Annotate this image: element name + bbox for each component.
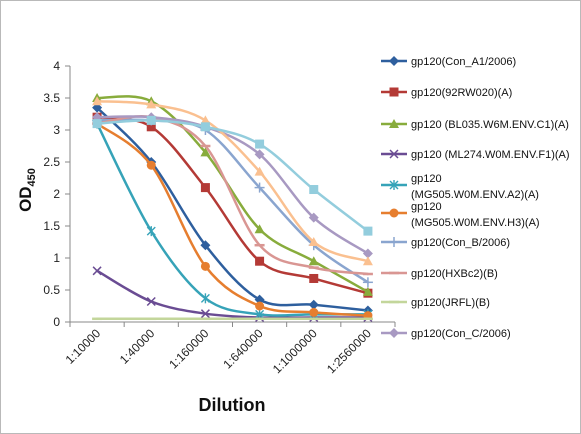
data-point xyxy=(309,273,319,283)
series-layer xyxy=(92,93,373,323)
data-point xyxy=(309,185,319,195)
y-tick-label: 0 xyxy=(53,315,60,329)
data-point xyxy=(254,224,265,234)
data-point xyxy=(146,122,156,132)
data-point xyxy=(255,301,265,311)
legend-label: gp120(Con_C/2006) xyxy=(411,328,511,340)
y-tick-label: 4 xyxy=(53,59,60,73)
data-point xyxy=(200,147,211,157)
x-tick-label: 1:2560000 xyxy=(324,326,374,376)
legend-item: gp120(92RW020)(A) xyxy=(381,87,512,99)
data-point xyxy=(362,286,373,296)
data-point xyxy=(146,226,156,237)
legend-swatch-marker xyxy=(389,149,399,159)
legend-item: gp120(Con_C/2006) xyxy=(381,328,511,340)
data-point xyxy=(200,309,210,319)
legend-swatch-marker xyxy=(389,87,399,97)
data-point xyxy=(255,139,265,149)
legend-swatch-marker xyxy=(389,56,399,66)
data-point xyxy=(146,115,156,125)
series-6 xyxy=(92,119,373,321)
series-11 xyxy=(92,96,373,266)
data-point xyxy=(200,183,210,193)
y-tick-label: 1.5 xyxy=(43,219,60,233)
data-point xyxy=(308,237,319,246)
data-point xyxy=(362,248,373,259)
data-point xyxy=(255,256,265,266)
legend-label: gp120(92RW020)(A) xyxy=(411,87,512,99)
data-point xyxy=(146,296,156,307)
legend-label: gp120(Con_A1/2006) xyxy=(411,56,516,68)
x-tick-label: 1:1000000 xyxy=(270,326,320,376)
legend-item: gp120(JRFL)(B) xyxy=(381,297,490,309)
legend-item: gp120 (MG505.W0M.ENV.A2)(A) xyxy=(381,173,539,201)
series-line xyxy=(95,99,370,263)
series-12 xyxy=(92,115,373,236)
y-tick-label: 2.5 xyxy=(43,155,60,169)
y-tick-label: 1 xyxy=(53,251,60,265)
x-axis-title: Dilution xyxy=(199,395,266,415)
legend-item: gp120 (BL035.W6M.ENV.C1)(A) xyxy=(381,119,569,131)
data-point xyxy=(92,266,102,276)
legend-item: gp120(HXBc2)(B) xyxy=(381,268,498,280)
x-tick-label: 1:40000 xyxy=(117,326,158,367)
series-line xyxy=(95,115,370,255)
data-point xyxy=(92,96,103,106)
x-tick-label: 1:640000 xyxy=(220,326,266,372)
data-point xyxy=(92,119,102,129)
legend-label: gp120(Con_B/2006) xyxy=(411,237,510,249)
legend-label: gp120(JRFL)(B) xyxy=(411,297,490,309)
x-tick-label: 1:10000 xyxy=(63,326,104,367)
legend-label: gp120 (MG505.W0M.ENV.H3)(A) xyxy=(411,201,540,229)
data-point xyxy=(254,166,265,176)
y-axis: 0 0.5 1 1.5 2 2.5 3 3.5 4 xyxy=(43,59,71,329)
legend-swatch-marker xyxy=(389,180,399,190)
data-point xyxy=(146,160,156,170)
y-tick-label: 3.5 xyxy=(43,91,60,105)
data-point xyxy=(308,212,319,223)
data-point xyxy=(200,122,210,132)
y-axis-title: OD450 xyxy=(16,168,38,212)
legend-item: gp120(Con_A1/2006) xyxy=(381,56,516,68)
legend-swatch-marker xyxy=(389,328,399,338)
series-line xyxy=(95,269,370,320)
legend-swatch-marker xyxy=(389,119,399,128)
data-point xyxy=(146,99,157,109)
data-point xyxy=(200,115,211,125)
data-point xyxy=(363,226,373,236)
legend-label: gp120 (ML274.W0M.ENV.F1)(A) xyxy=(411,149,570,161)
data-point xyxy=(200,261,210,271)
legend-label: gp120 (BL035.W6M.ENV.C1)(A) xyxy=(411,119,569,131)
series-8 xyxy=(92,115,373,276)
legend-label: gp120(HXBc2)(B) xyxy=(411,268,498,280)
data-point xyxy=(200,240,211,251)
y-tick-label: 3 xyxy=(53,123,60,137)
data-point xyxy=(308,256,319,266)
data-point xyxy=(362,277,373,288)
legend: gp120(Con_A1/2006) gp120(92RW020)(A) gp120… xyxy=(381,56,570,340)
y-tick-label: 0.5 xyxy=(43,283,60,297)
data-point xyxy=(362,256,373,266)
data-point xyxy=(254,182,265,193)
x-tick-label: 1:160000 xyxy=(166,326,212,372)
data-point xyxy=(308,299,319,310)
legend-label: gp120 (MG505.W0M.ENV.A2)(A) xyxy=(411,173,539,201)
y-axis-title-main: OD xyxy=(16,186,35,212)
legend-swatch-marker xyxy=(389,208,399,218)
data-point xyxy=(200,293,210,304)
data-point xyxy=(254,149,265,160)
data-point xyxy=(309,307,319,317)
y-tick-label: 2 xyxy=(53,187,60,201)
legend-item: gp120 (MG505.W0M.ENV.H3)(A) xyxy=(381,201,540,229)
data-point xyxy=(254,294,265,305)
y-axis-title-subscript: 450 xyxy=(26,168,38,186)
legend-swatch-marker xyxy=(389,237,399,247)
legend-item: gp120(Con_B/2006) xyxy=(381,237,510,249)
series-line xyxy=(95,122,370,317)
x-axis: 1:10000 1:40000 1:160000 1:640000 1:1000000 1… xyxy=(63,321,396,376)
legend-item: gp120 (ML274.W0M.ENV.F1)(A) xyxy=(381,149,570,161)
